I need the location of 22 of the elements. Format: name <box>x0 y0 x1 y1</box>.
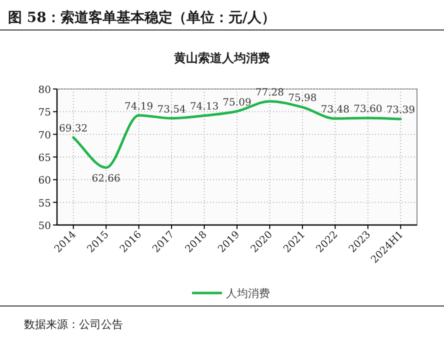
source-note: 数据来源：公司公告 <box>24 318 123 331</box>
y-tick-label: 50 <box>38 221 51 232</box>
y-tick-label: 75 <box>38 108 51 119</box>
data-label: 75.09 <box>222 97 252 108</box>
chart-subtitle: 黄山索道人均消费 <box>173 51 270 65</box>
data-label: 77.28 <box>255 87 284 98</box>
data-label: 75.98 <box>288 93 317 104</box>
data-label: 73.39 <box>386 104 415 116</box>
chart-title: 图 58：索道客单基本稳定（单位：元/人） <box>8 9 276 26</box>
data-label: 73.48 <box>320 104 350 116</box>
data-label: 74.13 <box>190 102 219 113</box>
legend-label: 人均消费 <box>226 287 270 300</box>
y-tick-label: 80 <box>38 85 51 96</box>
y-tick-label: 55 <box>38 198 51 210</box>
data-label: 73.60 <box>354 104 382 116</box>
y-tick-label: 65 <box>38 153 51 164</box>
data-label: 73.54 <box>157 104 186 116</box>
data-label: 62.66 <box>92 174 120 185</box>
data-label: 69.32 <box>59 123 88 134</box>
y-tick-label: 70 <box>38 130 51 142</box>
data-label: 74.19 <box>124 101 154 112</box>
y-tick-label: 60 <box>38 176 51 187</box>
